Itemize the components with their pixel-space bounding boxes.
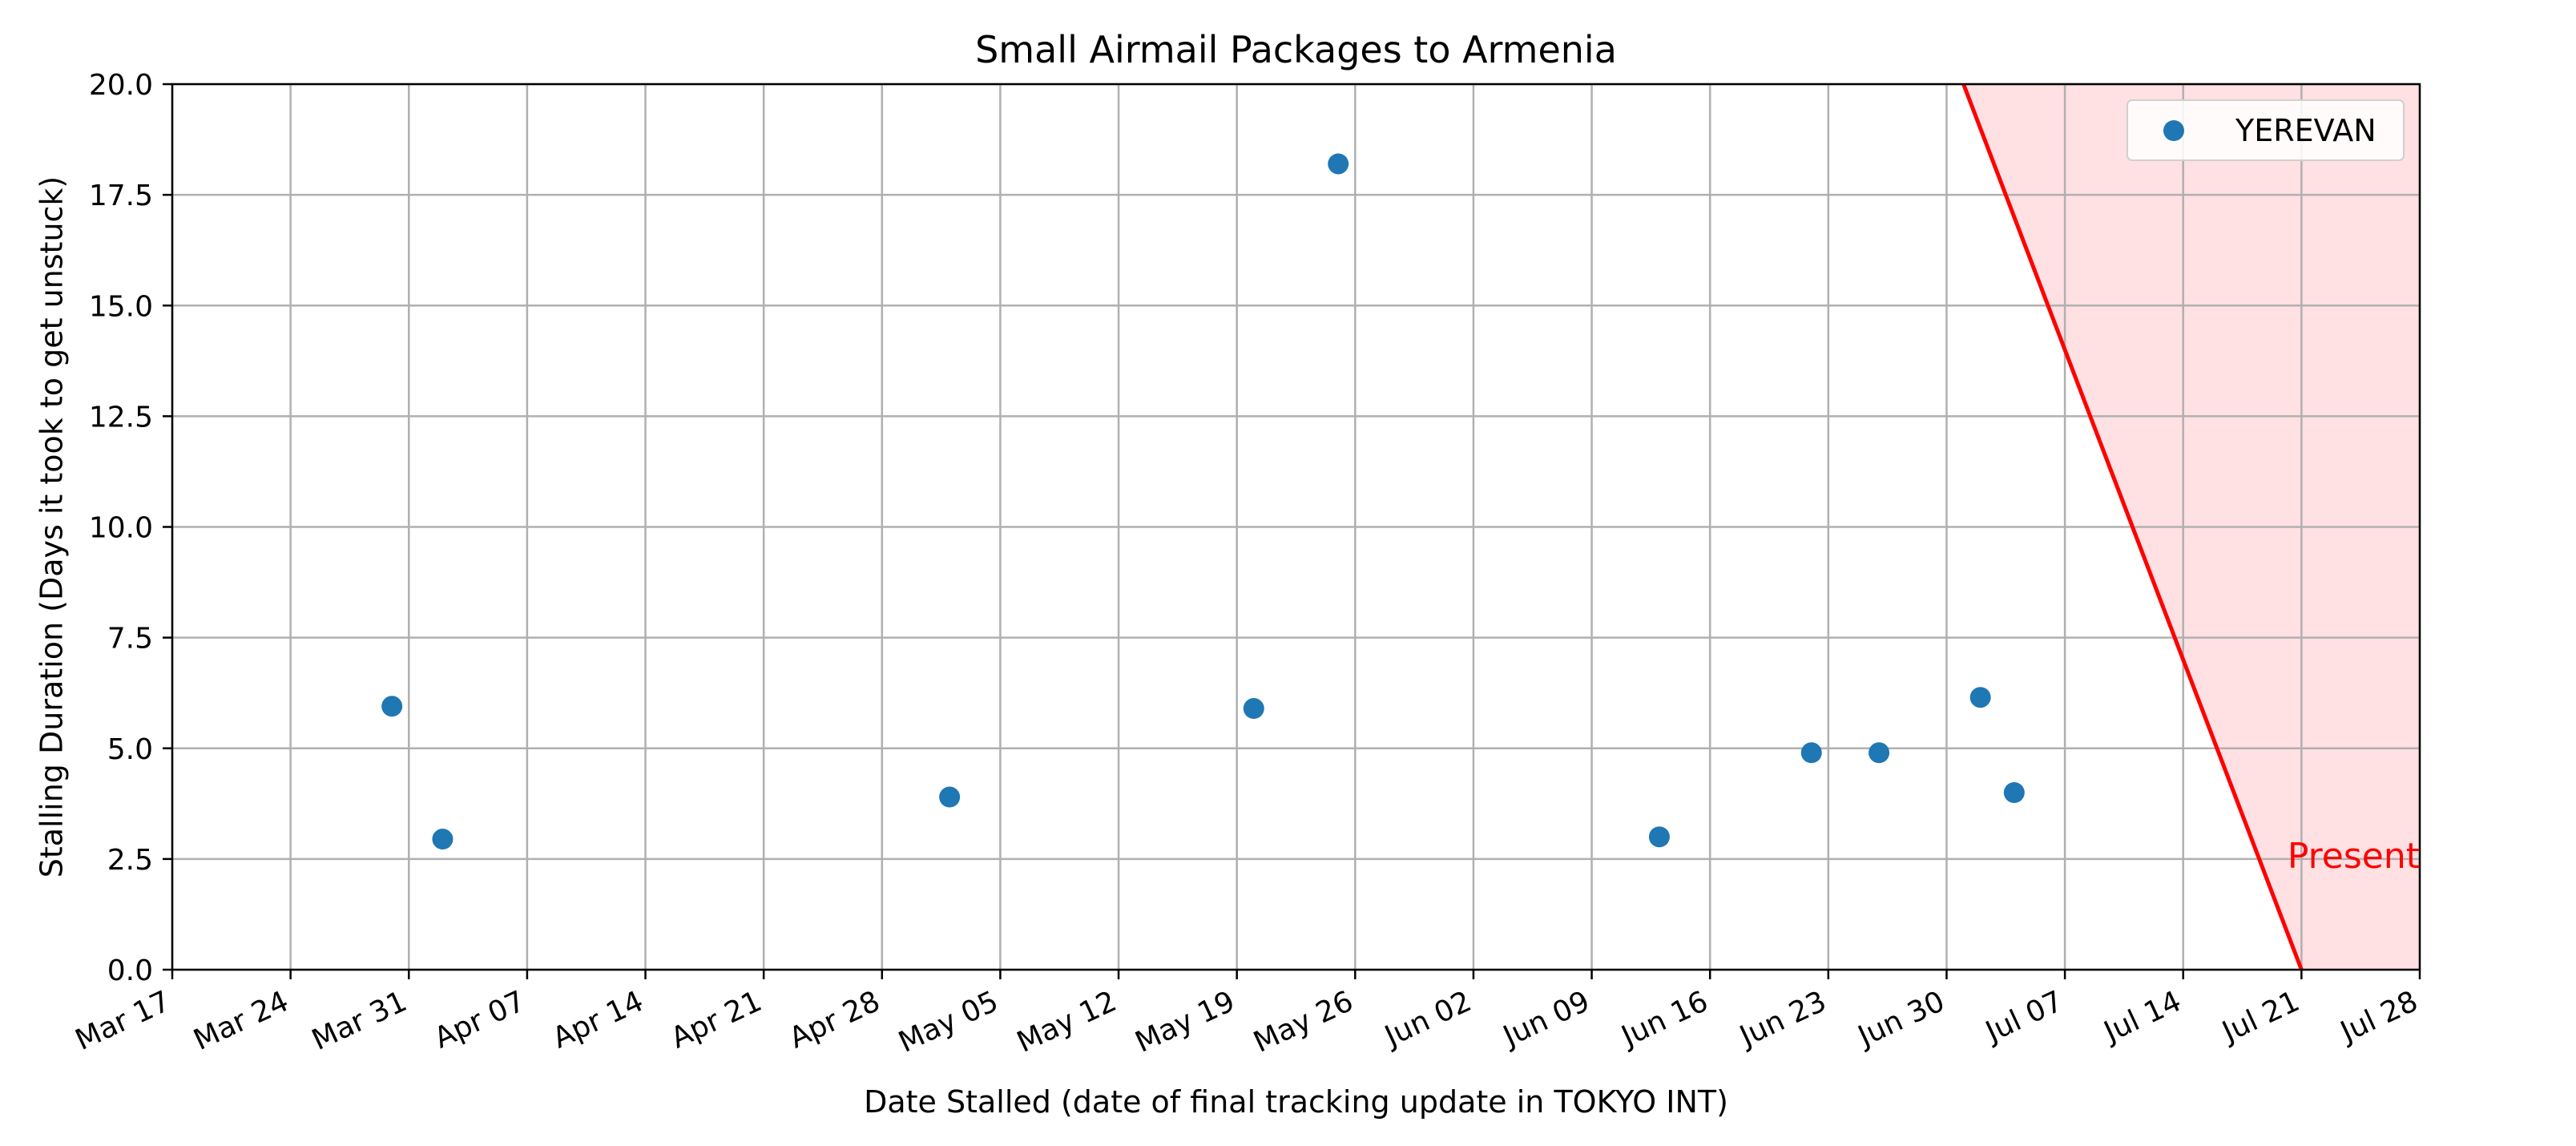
- y-tick-label: 15.0: [89, 290, 153, 323]
- x-tick-label: Apr 28: [784, 985, 885, 1055]
- x-tick-label: May 26: [1248, 985, 1358, 1059]
- x-tick-label: Apr 14: [548, 985, 649, 1055]
- y-tick-label: 17.5: [89, 180, 153, 212]
- y-tick-label: 5.0: [107, 733, 153, 766]
- x-tick-label: May 19: [1131, 985, 1240, 1059]
- y-tick-label: 2.5: [107, 844, 153, 877]
- data-point: [1648, 826, 1670, 848]
- legend-marker: [2163, 120, 2184, 141]
- x-tick-label: May 05: [894, 985, 1004, 1059]
- present-line-layer: [1961, 83, 2304, 970]
- x-tick-label: Mar 24: [189, 985, 294, 1057]
- y-tick-label: 7.5: [107, 623, 153, 656]
- data-point: [1328, 153, 1349, 175]
- x-tick-label: Jun 02: [1379, 985, 1477, 1054]
- x-tick-label: May 12: [1012, 985, 1122, 1059]
- y-tick-label: 12.5: [89, 401, 153, 434]
- x-tick-label: Apr 07: [429, 985, 530, 1055]
- present-line: [1961, 83, 2304, 970]
- x-tick-label: Jun 16: [1615, 985, 1713, 1054]
- x-tick-label: Jun 30: [1852, 985, 1949, 1054]
- legend-label: YEREVAN: [2235, 113, 2376, 148]
- legend: YEREVAN: [2127, 99, 2405, 161]
- x-axis-label: Date Stalled (date of final tracking upd…: [864, 1084, 1728, 1120]
- y-tick-label: 10.0: [89, 512, 153, 545]
- x-tick-label: Jul 14: [2098, 985, 2186, 1050]
- x-tick-label: Mar 31: [307, 985, 412, 1057]
- data-point: [1969, 687, 1991, 708]
- data-point: [2003, 782, 2025, 803]
- y-tick-label: 0.0: [107, 954, 153, 987]
- data-point: [939, 786, 961, 808]
- x-tick-label: Apr 21: [666, 985, 767, 1055]
- x-tick-label: Jul 21: [2216, 985, 2304, 1050]
- data-points-layer: [381, 153, 2025, 850]
- x-tick-label: Jun 09: [1497, 985, 1594, 1054]
- y-tick-label: 20.0: [89, 69, 153, 102]
- data-point: [432, 829, 454, 850]
- data-point: [1800, 742, 1822, 764]
- present-label: Present: [2288, 836, 2420, 877]
- y-axis-label: Stalling Duration (Days it took to get u…: [34, 176, 69, 878]
- legend-box: [2127, 99, 2405, 161]
- ticks-layer: [163, 83, 2421, 979]
- x-tick-label: Mar 17: [71, 985, 175, 1057]
- x-tick-label: Jul 28: [2334, 985, 2422, 1050]
- chart-title: Small Airmail Packages to Armenia: [975, 28, 1617, 71]
- data-point: [1869, 742, 1890, 764]
- x-tick-label: Jun 23: [1734, 985, 1832, 1054]
- x-tick-label: Jul 07: [1980, 985, 2068, 1050]
- data-point: [381, 696, 403, 717]
- data-point: [1243, 698, 1264, 720]
